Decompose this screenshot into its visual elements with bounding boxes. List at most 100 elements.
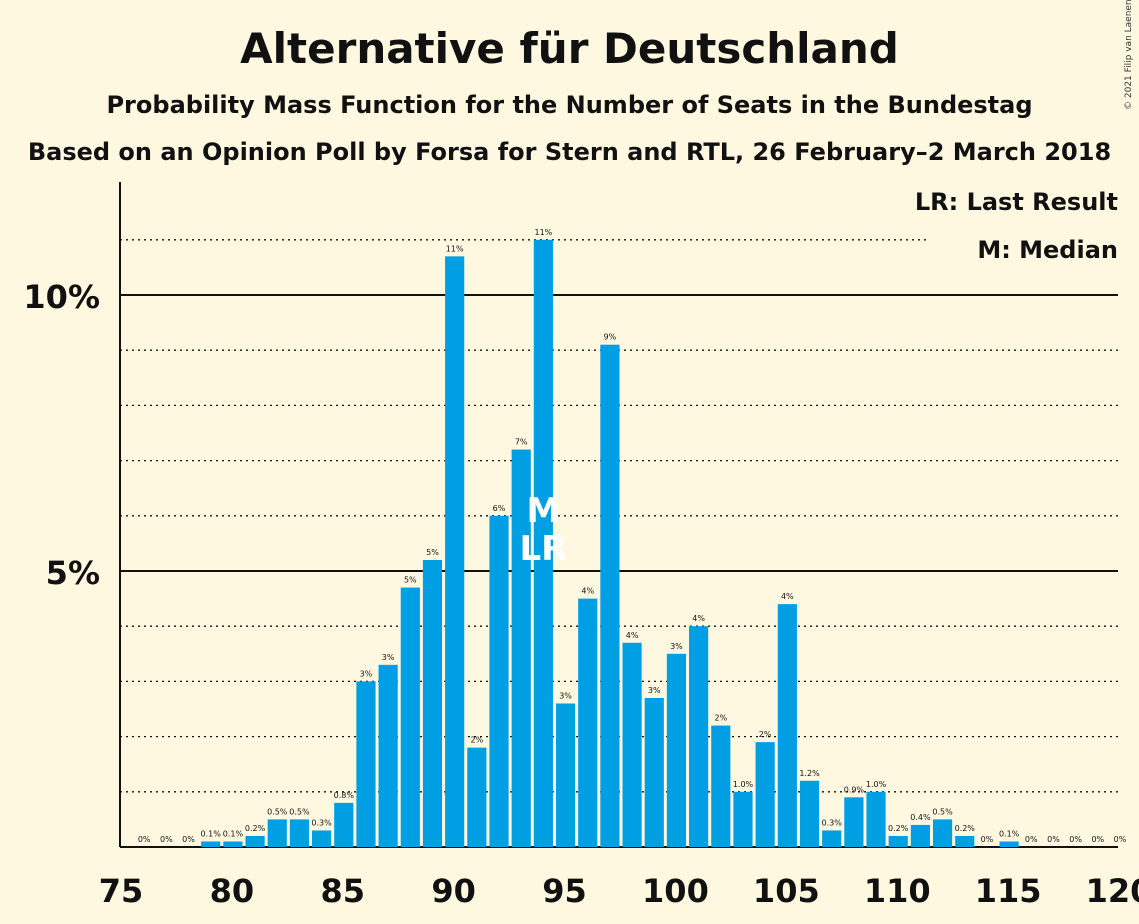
bar-data-label: 0.1% bbox=[999, 829, 1020, 838]
bar bbox=[312, 830, 332, 847]
bar bbox=[733, 791, 753, 847]
bar-data-label: 2% bbox=[714, 714, 727, 723]
bar bbox=[932, 819, 953, 847]
chart-subtitle: Probability Mass Function for the Number… bbox=[106, 91, 1033, 119]
legend-median: M: Median bbox=[977, 236, 1118, 264]
bar-data-label: 0.8% bbox=[334, 791, 355, 800]
bar bbox=[555, 703, 576, 847]
bar-data-label: 0% bbox=[1091, 835, 1104, 844]
bar bbox=[844, 797, 864, 847]
bar bbox=[910, 824, 930, 847]
chart-title: Alternative für Deutschland bbox=[240, 24, 899, 73]
y-tick-label: 5% bbox=[46, 554, 100, 592]
bar-data-label: 0.5% bbox=[289, 807, 310, 816]
bar bbox=[378, 664, 398, 847]
chart-source-subtitle: Based on an Opinion Poll by Forsa for St… bbox=[27, 138, 1112, 166]
bar-data-label: 4% bbox=[781, 592, 794, 601]
bar-data-label: 0.2% bbox=[245, 824, 266, 833]
bar-data-label: 1.2% bbox=[799, 769, 820, 778]
bar bbox=[578, 598, 598, 847]
bar bbox=[223, 841, 243, 847]
bar-data-label: 0.3% bbox=[311, 818, 332, 827]
bar-data-label: 5% bbox=[426, 548, 439, 557]
bar bbox=[666, 653, 687, 847]
bar-data-label: 0% bbox=[160, 835, 173, 844]
bar-data-label: 0.1% bbox=[201, 829, 222, 838]
x-tick-label: 110 bbox=[864, 872, 931, 910]
bar bbox=[755, 742, 775, 847]
bar-data-label: 0.5% bbox=[267, 807, 288, 816]
bar-data-label: 4% bbox=[581, 587, 594, 596]
bar-data-label: 3% bbox=[670, 642, 683, 651]
legend-last-result: LR: Last Result bbox=[915, 188, 1118, 216]
bar bbox=[467, 747, 487, 847]
bar bbox=[955, 835, 975, 847]
bar-data-label: 9% bbox=[604, 333, 617, 342]
bar-data-label: 0.1% bbox=[223, 829, 244, 838]
bar-data-label: 0% bbox=[1114, 835, 1127, 844]
bar-data-label: 3% bbox=[382, 653, 395, 662]
bar-data-label: 11% bbox=[534, 228, 552, 237]
last-result-marker: LR bbox=[519, 529, 567, 569]
bar bbox=[622, 642, 642, 847]
bar bbox=[866, 791, 886, 847]
bar-data-label: 5% bbox=[404, 576, 417, 585]
bar bbox=[511, 449, 531, 847]
bar-data-label: 0% bbox=[981, 835, 994, 844]
bar-data-label: 0.2% bbox=[955, 824, 976, 833]
bar bbox=[689, 626, 709, 847]
bar bbox=[711, 725, 731, 847]
bar-data-label: 3% bbox=[559, 691, 572, 700]
x-tick-label: 120 bbox=[1086, 872, 1139, 910]
bar bbox=[245, 835, 265, 847]
bar-data-label: 1.0% bbox=[866, 780, 887, 789]
bar bbox=[533, 239, 553, 848]
y-tick-label: 10% bbox=[23, 278, 100, 316]
bar bbox=[999, 841, 1019, 847]
bar bbox=[289, 819, 310, 847]
bar-data-label: 4% bbox=[626, 631, 639, 640]
legend-background bbox=[930, 186, 1120, 268]
bar bbox=[422, 559, 443, 847]
bar-data-label: 0.2% bbox=[888, 824, 909, 833]
bar-data-label: 7% bbox=[515, 438, 528, 447]
bar bbox=[644, 697, 664, 847]
bar-data-label: 11% bbox=[446, 244, 464, 253]
bar bbox=[356, 681, 376, 847]
bar-data-label: 2% bbox=[470, 736, 483, 745]
bar bbox=[777, 604, 797, 847]
bar-data-label: 4% bbox=[692, 614, 705, 623]
bar bbox=[400, 587, 420, 847]
bar-data-label: 6% bbox=[493, 504, 506, 513]
x-tick-label: 75 bbox=[99, 872, 144, 910]
x-tick-label: 95 bbox=[542, 872, 587, 910]
bar-data-label: 3% bbox=[360, 669, 373, 678]
median-marker: M bbox=[526, 491, 560, 531]
bar-data-label: 0.4% bbox=[910, 813, 931, 822]
bar-data-label: 0% bbox=[1025, 835, 1038, 844]
bar bbox=[600, 344, 620, 847]
bar bbox=[334, 802, 354, 847]
x-tick-label: 80 bbox=[210, 872, 255, 910]
x-tick-label: 115 bbox=[975, 872, 1042, 910]
bar bbox=[445, 256, 465, 847]
bar bbox=[799, 780, 820, 847]
bar-data-label: 1.0% bbox=[733, 780, 754, 789]
x-tick-label: 90 bbox=[431, 872, 476, 910]
bar-data-label: 0.3% bbox=[822, 818, 843, 827]
x-tick-label: 105 bbox=[753, 872, 820, 910]
x-tick-label: 100 bbox=[642, 872, 709, 910]
bar-data-label: 0.5% bbox=[932, 807, 953, 816]
bar bbox=[822, 830, 842, 847]
bar-data-label: 2% bbox=[759, 730, 772, 739]
bar-data-label: 0% bbox=[182, 835, 195, 844]
bar bbox=[267, 819, 287, 847]
bar bbox=[888, 835, 908, 847]
bar-data-label: 3% bbox=[648, 686, 661, 695]
bar-data-label: 0% bbox=[1047, 835, 1060, 844]
bar-data-label: 0% bbox=[138, 835, 151, 844]
bar-data-label: 0.9% bbox=[844, 785, 865, 794]
x-tick-label: 85 bbox=[321, 872, 366, 910]
bar-data-label: 0% bbox=[1069, 835, 1082, 844]
